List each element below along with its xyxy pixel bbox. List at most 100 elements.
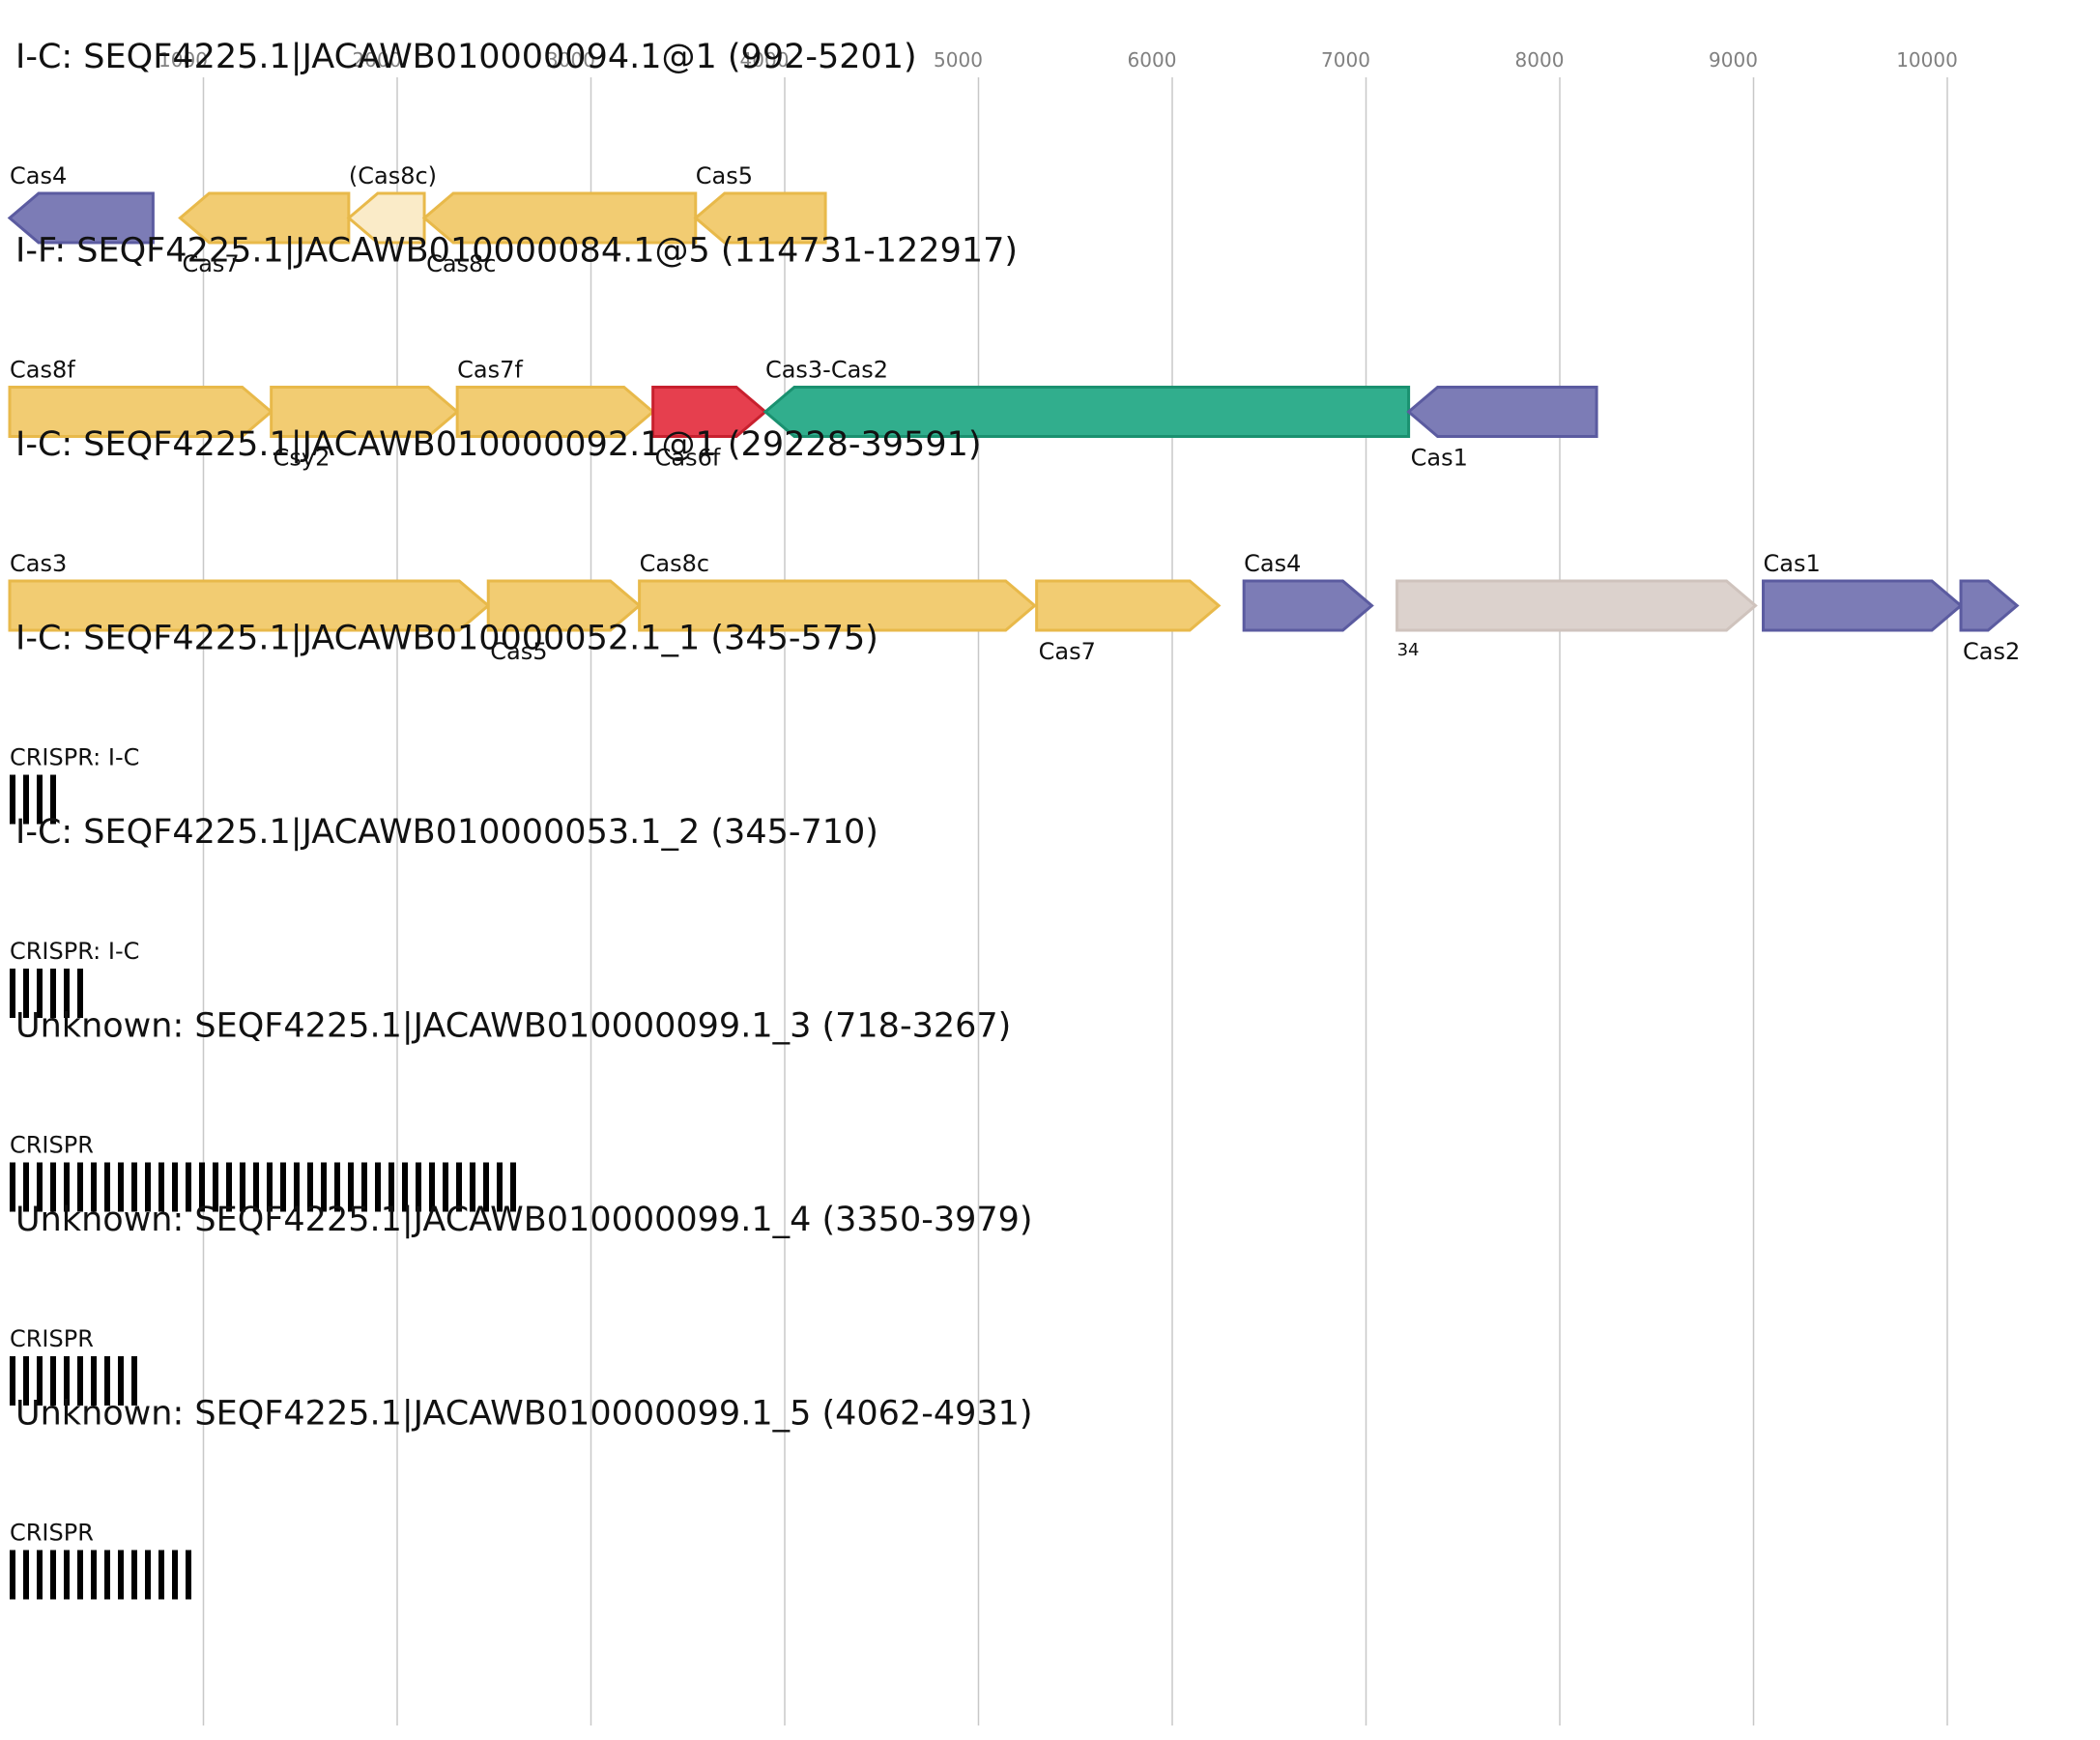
crispr-repeat-bar bbox=[77, 1550, 83, 1600]
axis-tick-label: 2000 bbox=[353, 48, 402, 72]
crispr-repeat-bar bbox=[186, 1550, 191, 1600]
crispr-repeat-bar bbox=[145, 1162, 151, 1212]
crispr-repeat-bar bbox=[118, 1356, 124, 1406]
gene-arrow bbox=[7, 191, 155, 245]
gene-arrow bbox=[1406, 386, 1598, 438]
crispr-repeat-bar bbox=[23, 1550, 29, 1600]
crispr-repeat-bar bbox=[50, 1162, 56, 1212]
gene-label: Cas4 bbox=[10, 162, 67, 189]
gene-arrow bbox=[638, 579, 1037, 632]
crispr-repeat-bar bbox=[64, 969, 70, 1018]
crispr-repeat-bar bbox=[470, 1162, 475, 1212]
crispr-label: CRISPR: I-C bbox=[10, 938, 139, 965]
gene-arrow bbox=[1242, 579, 1374, 632]
gene-arrow bbox=[1762, 579, 1964, 632]
crispr-repeat-bar bbox=[10, 1162, 15, 1212]
gene-label: Cas5 bbox=[490, 638, 547, 665]
crispr-repeat-bar bbox=[104, 1550, 110, 1600]
crispr-repeat-bar bbox=[23, 1356, 29, 1406]
gene-label: Cas3 bbox=[10, 550, 67, 577]
crispr-label: CRISPR bbox=[10, 1520, 94, 1547]
crispr-repeat-bar bbox=[294, 1162, 300, 1212]
axis-tick-label: 10000 bbox=[1896, 48, 1958, 72]
locus-track: I-C: SEQF4225.1|JACAWB010000053.1_2 (345… bbox=[10, 813, 878, 1018]
crispr-repeat-bar bbox=[483, 1162, 489, 1212]
crispr-repeat-bar bbox=[118, 1550, 124, 1600]
axis-tick-label: 8000 bbox=[1515, 48, 1565, 72]
crispr-repeat-bar bbox=[104, 1162, 110, 1212]
crispr-repeat-bar bbox=[37, 969, 43, 1018]
gene-arrow bbox=[693, 191, 827, 245]
track-title: Unknown: SEQF4225.1|JACAWB010000099.1_3 … bbox=[15, 1007, 1011, 1046]
crispr-repeat-bar bbox=[186, 1162, 191, 1212]
crispr-label: CRISPR: I-C bbox=[10, 744, 139, 771]
gene-arrow bbox=[1035, 579, 1222, 632]
crispr-repeat-bar bbox=[23, 1162, 29, 1212]
crispr-repeat-bar bbox=[131, 1162, 137, 1212]
crispr-repeat-bar bbox=[375, 1162, 381, 1212]
crispr-repeat-bar bbox=[307, 1162, 313, 1212]
crispr-repeat-bar bbox=[131, 1356, 137, 1406]
axis-tick-label: 7000 bbox=[1321, 48, 1370, 72]
axis-tick-label: 5000 bbox=[934, 48, 983, 72]
crispr-repeat-bar bbox=[388, 1162, 394, 1212]
gene-arrow bbox=[421, 191, 698, 245]
crispr-repeat-bar bbox=[510, 1162, 516, 1212]
gene-label: Cas3-Cas2 bbox=[765, 357, 888, 384]
locus-track: Unknown: SEQF4225.1|JACAWB010000099.1_4 … bbox=[10, 1201, 1033, 1406]
crispr-repeat-bar bbox=[23, 774, 29, 825]
crispr-repeat-bar bbox=[456, 1162, 462, 1212]
crispr-repeat-bar bbox=[253, 1162, 259, 1212]
track-title: I-C: SEQF4225.1|JACAWB010000094.1@1 (992… bbox=[15, 38, 917, 76]
crispr-repeat-bar bbox=[50, 1550, 56, 1600]
crispr-repeat-bar bbox=[443, 1162, 448, 1212]
axis-tick-label: 9000 bbox=[1709, 48, 1758, 72]
gene-label: Cas8c bbox=[640, 550, 709, 577]
gene-label: Cas1 bbox=[1764, 550, 1821, 577]
track-title: Unknown: SEQF4225.1|JACAWB010000099.1_5 … bbox=[15, 1395, 1033, 1434]
crispr-repeat-bar bbox=[64, 1162, 70, 1212]
crispr-repeat-bar bbox=[91, 1356, 97, 1406]
gene-label: Cas8f bbox=[10, 357, 75, 384]
gene-label: (Cas8c) bbox=[349, 162, 437, 189]
axis-tick-label: 1000 bbox=[158, 48, 208, 72]
crispr-repeat-bar bbox=[158, 1162, 164, 1212]
crispr-repeat-bar bbox=[77, 969, 83, 1018]
crispr-repeat-bar bbox=[240, 1162, 245, 1212]
gene-label: Cas8c bbox=[426, 250, 496, 277]
crispr-repeat-bar bbox=[497, 1162, 503, 1212]
track-title: I-C: SEQF4225.1|JACAWB010000052.1_1 (345… bbox=[15, 620, 878, 658]
locus-track: I-C: SEQF4225.1|JACAWB010000094.1@1 (992… bbox=[7, 38, 917, 277]
locus-track: Unknown: SEQF4225.1|JACAWB010000099.1_5 … bbox=[10, 1395, 1033, 1600]
gene-arrow bbox=[486, 579, 642, 632]
crispr-repeat-bar bbox=[37, 1550, 43, 1600]
gene-arrow bbox=[455, 386, 655, 438]
crispr-repeat-bar bbox=[10, 969, 15, 1018]
crispr-repeat-bar bbox=[416, 1162, 421, 1212]
locus-track: Unknown: SEQF4225.1|JACAWB010000099.1_3 … bbox=[10, 1007, 1011, 1212]
crispr-repeat-bar bbox=[77, 1162, 83, 1212]
locus-track: I-C: SEQF4225.1|JACAWB010000052.1_1 (345… bbox=[10, 620, 878, 825]
crispr-repeat-bar bbox=[226, 1162, 232, 1212]
crispr-repeat-bar bbox=[118, 1162, 124, 1212]
gene-label: Cas7 bbox=[1039, 638, 1096, 665]
crispr-repeat-bar bbox=[91, 1550, 97, 1600]
gene-arrow bbox=[651, 386, 768, 438]
crispr-repeat-bar bbox=[361, 1162, 367, 1212]
track-title: I-F: SEQF4225.1|JACAWB010000084.1@5 (114… bbox=[15, 232, 1018, 271]
gene-arrow bbox=[346, 191, 426, 245]
track-title: Unknown: SEQF4225.1|JACAWB010000099.1_4 … bbox=[15, 1201, 1033, 1239]
crispr-repeat-bar bbox=[172, 1550, 178, 1600]
gene-label: Cas7f bbox=[457, 357, 523, 384]
gene-label: Cas2 bbox=[1963, 638, 2020, 665]
locus-track: I-C: SEQF4225.1|JACAWB010000092.1@1 (292… bbox=[8, 425, 2020, 665]
axis-tick-label: 6000 bbox=[1128, 48, 1177, 72]
crispr-repeat-bar bbox=[37, 774, 43, 825]
crispr-repeat-bar bbox=[348, 1162, 354, 1212]
gene-arrow bbox=[8, 386, 273, 438]
gene-label: Cas7 bbox=[182, 250, 239, 277]
crispr-label: CRISPR bbox=[10, 1132, 94, 1159]
crispr-repeat-bar bbox=[10, 1356, 15, 1406]
